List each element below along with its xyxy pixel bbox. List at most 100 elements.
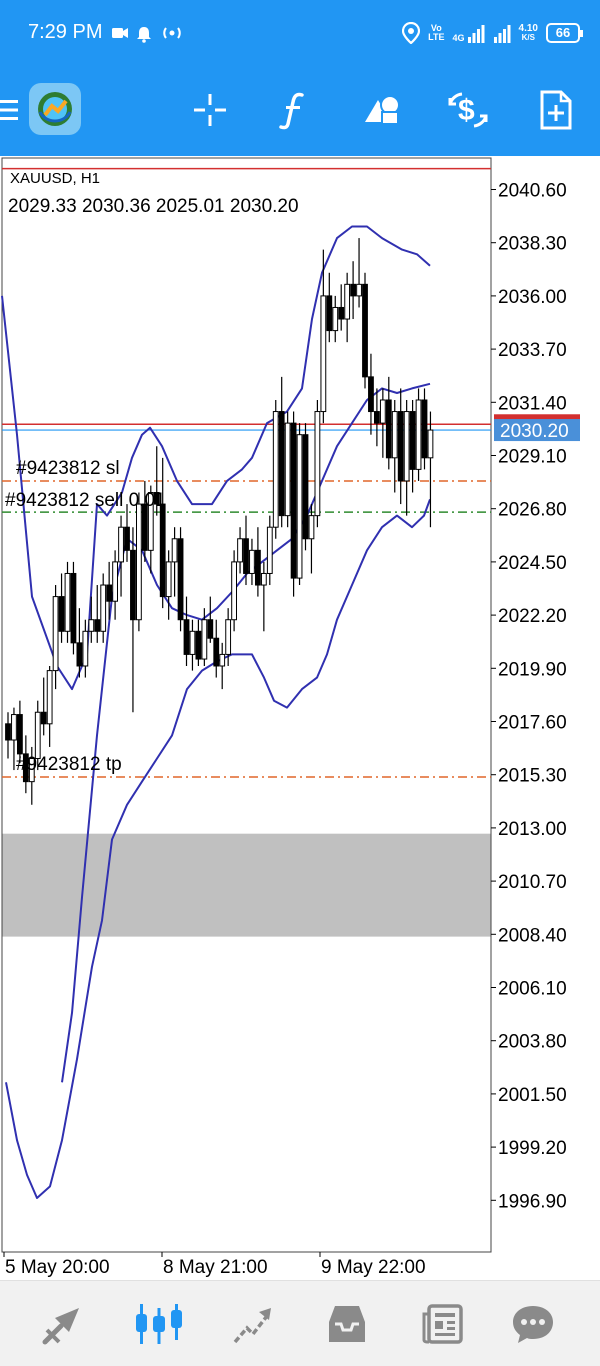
candle-body-bull — [379, 399, 386, 424]
nav-news[interactable] — [418, 1299, 468, 1349]
time-axis-label: 9 May 22:00 — [321, 1257, 426, 1278]
price-axis-label: 2008.40 — [498, 925, 567, 946]
candle-body-bull — [201, 619, 208, 660]
objects-button[interactable] — [358, 86, 406, 134]
candle-body-bear — [5, 723, 11, 741]
candle-body-bear — [94, 619, 101, 632]
nav-chart[interactable] — [134, 1299, 184, 1349]
time-axis-label: 8 May 21:00 — [163, 1257, 268, 1278]
price-axis-label: 2010.70 — [498, 872, 567, 893]
price-chart[interactable]: 2040.60 2038.30 2036.00 2033.70 2031.40 2029.… — [0, 156, 600, 1280]
status-left-icons — [110, 22, 190, 46]
new-order-icon — [540, 90, 572, 130]
candle-body-bear — [130, 549, 136, 621]
news-icon — [422, 1304, 463, 1344]
candle-body-bull — [403, 411, 410, 482]
shapes-icon — [365, 95, 400, 125]
candle-body-bear — [58, 596, 65, 632]
candle-body-bull — [391, 411, 398, 459]
candle-body-bull — [284, 422, 291, 517]
candle-body-bull — [249, 549, 255, 574]
candle-body-bull — [272, 411, 279, 528]
svg-text:$: $ — [458, 94, 475, 127]
candle-body-bull — [28, 758, 35, 783]
plot-frame — [1, 157, 492, 1253]
candle-body-bull — [260, 572, 267, 586]
candle-body-bull — [344, 283, 351, 320]
candle-body-bull — [11, 714, 17, 741]
messages-icon — [513, 1306, 553, 1343]
candle-body-bear — [124, 526, 130, 551]
candle-body-bear — [409, 411, 416, 470]
price-axis-label: 2026.80 — [498, 500, 567, 521]
candle-body-bull — [356, 283, 362, 297]
signal-bars-2-icon — [493, 25, 511, 43]
nav-messages[interactable] — [508, 1299, 558, 1349]
candle-body-bear — [243, 538, 249, 574]
price-axis-label: 2017.60 — [498, 713, 567, 734]
video-icon — [112, 28, 128, 38]
candle-body-bull — [314, 411, 321, 517]
nav-history[interactable] — [322, 1299, 372, 1349]
candle-body-bull — [46, 670, 53, 725]
candle-body-bear — [207, 619, 214, 639]
candle-body-bear — [177, 538, 184, 621]
signal-bars-icon — [467, 25, 485, 43]
candle-body-bull — [165, 561, 172, 598]
candle-body-bear — [106, 584, 113, 602]
location-icon — [402, 22, 421, 44]
price-axis-label: 2019.90 — [498, 659, 567, 680]
middle-band-line — [61, 382, 431, 1083]
candle-body-bear — [40, 711, 47, 725]
crosshair-button[interactable] — [186, 86, 234, 134]
candle-body-bear — [141, 503, 148, 551]
network-speed: 4.10 K/S — [518, 23, 538, 43]
status-bar: 7:29 PM Vo LTE 4G — [0, 0, 600, 66]
indicators-button[interactable] — [270, 86, 318, 134]
trade-button[interactable]: $ — [444, 86, 492, 134]
volte-indicator: Vo LTE — [428, 23, 445, 42]
candle-body-bull — [237, 538, 243, 563]
symbol-label: XAUUSD, H1 — [10, 170, 100, 187]
new-order-button[interactable] — [532, 86, 580, 134]
candle-body-bear — [397, 411, 404, 482]
candle-body-bull — [112, 561, 118, 602]
price-axis-label: 2024.50 — [498, 553, 567, 574]
candle-body-bear — [302, 434, 309, 540]
candle-body-bear — [338, 306, 345, 320]
menu-button[interactable] — [0, 86, 22, 134]
candle-body-bull — [308, 515, 315, 540]
candle-body-bear — [17, 714, 23, 755]
candle-body-bear — [255, 549, 261, 586]
candle-body-bear — [213, 637, 220, 667]
candle-body-bear — [326, 295, 333, 332]
candle-body-bull — [88, 619, 95, 632]
candle-body-bull — [82, 630, 89, 667]
candle-body-bull — [100, 584, 107, 632]
price-axis-label: 2036.00 — [498, 287, 567, 308]
chart-icon — [136, 1304, 182, 1344]
candle-body-bear — [153, 492, 160, 505]
candle-body-bull — [320, 295, 327, 413]
price-axis-label: 2022.20 — [498, 606, 567, 627]
candle-body-bear — [159, 503, 166, 598]
candle-body-bull — [136, 503, 142, 621]
chart-canvas[interactable]: 2040.60 2038.30 2036.00 2033.70 2031.40 2029.… — [0, 156, 600, 1280]
candle-body-bull — [427, 429, 434, 459]
candle-body-bear — [183, 619, 190, 655]
nav-quotes[interactable] — [38, 1299, 88, 1349]
status-right-icons: Vo LTE 4G 4.10 K/S 66 — [402, 18, 583, 48]
nav-trade[interactable] — [228, 1299, 278, 1349]
bottom-navigation — [0, 1280, 600, 1366]
menu-icon — [0, 100, 18, 120]
candle-body-bear — [421, 399, 428, 459]
entry-label: #9423812 sell 0.01 — [5, 490, 166, 511]
candle-body-bear — [290, 422, 297, 579]
metatrader-logo-button[interactable] — [28, 82, 82, 136]
candle-body-bull — [171, 538, 178, 563]
take-profit-label: #9423812 tp — [16, 754, 122, 775]
candle-body-bull — [118, 526, 124, 563]
candle-body-bear — [22, 753, 29, 783]
candle-body-bear — [362, 283, 368, 378]
candle-body-bull — [64, 572, 71, 632]
